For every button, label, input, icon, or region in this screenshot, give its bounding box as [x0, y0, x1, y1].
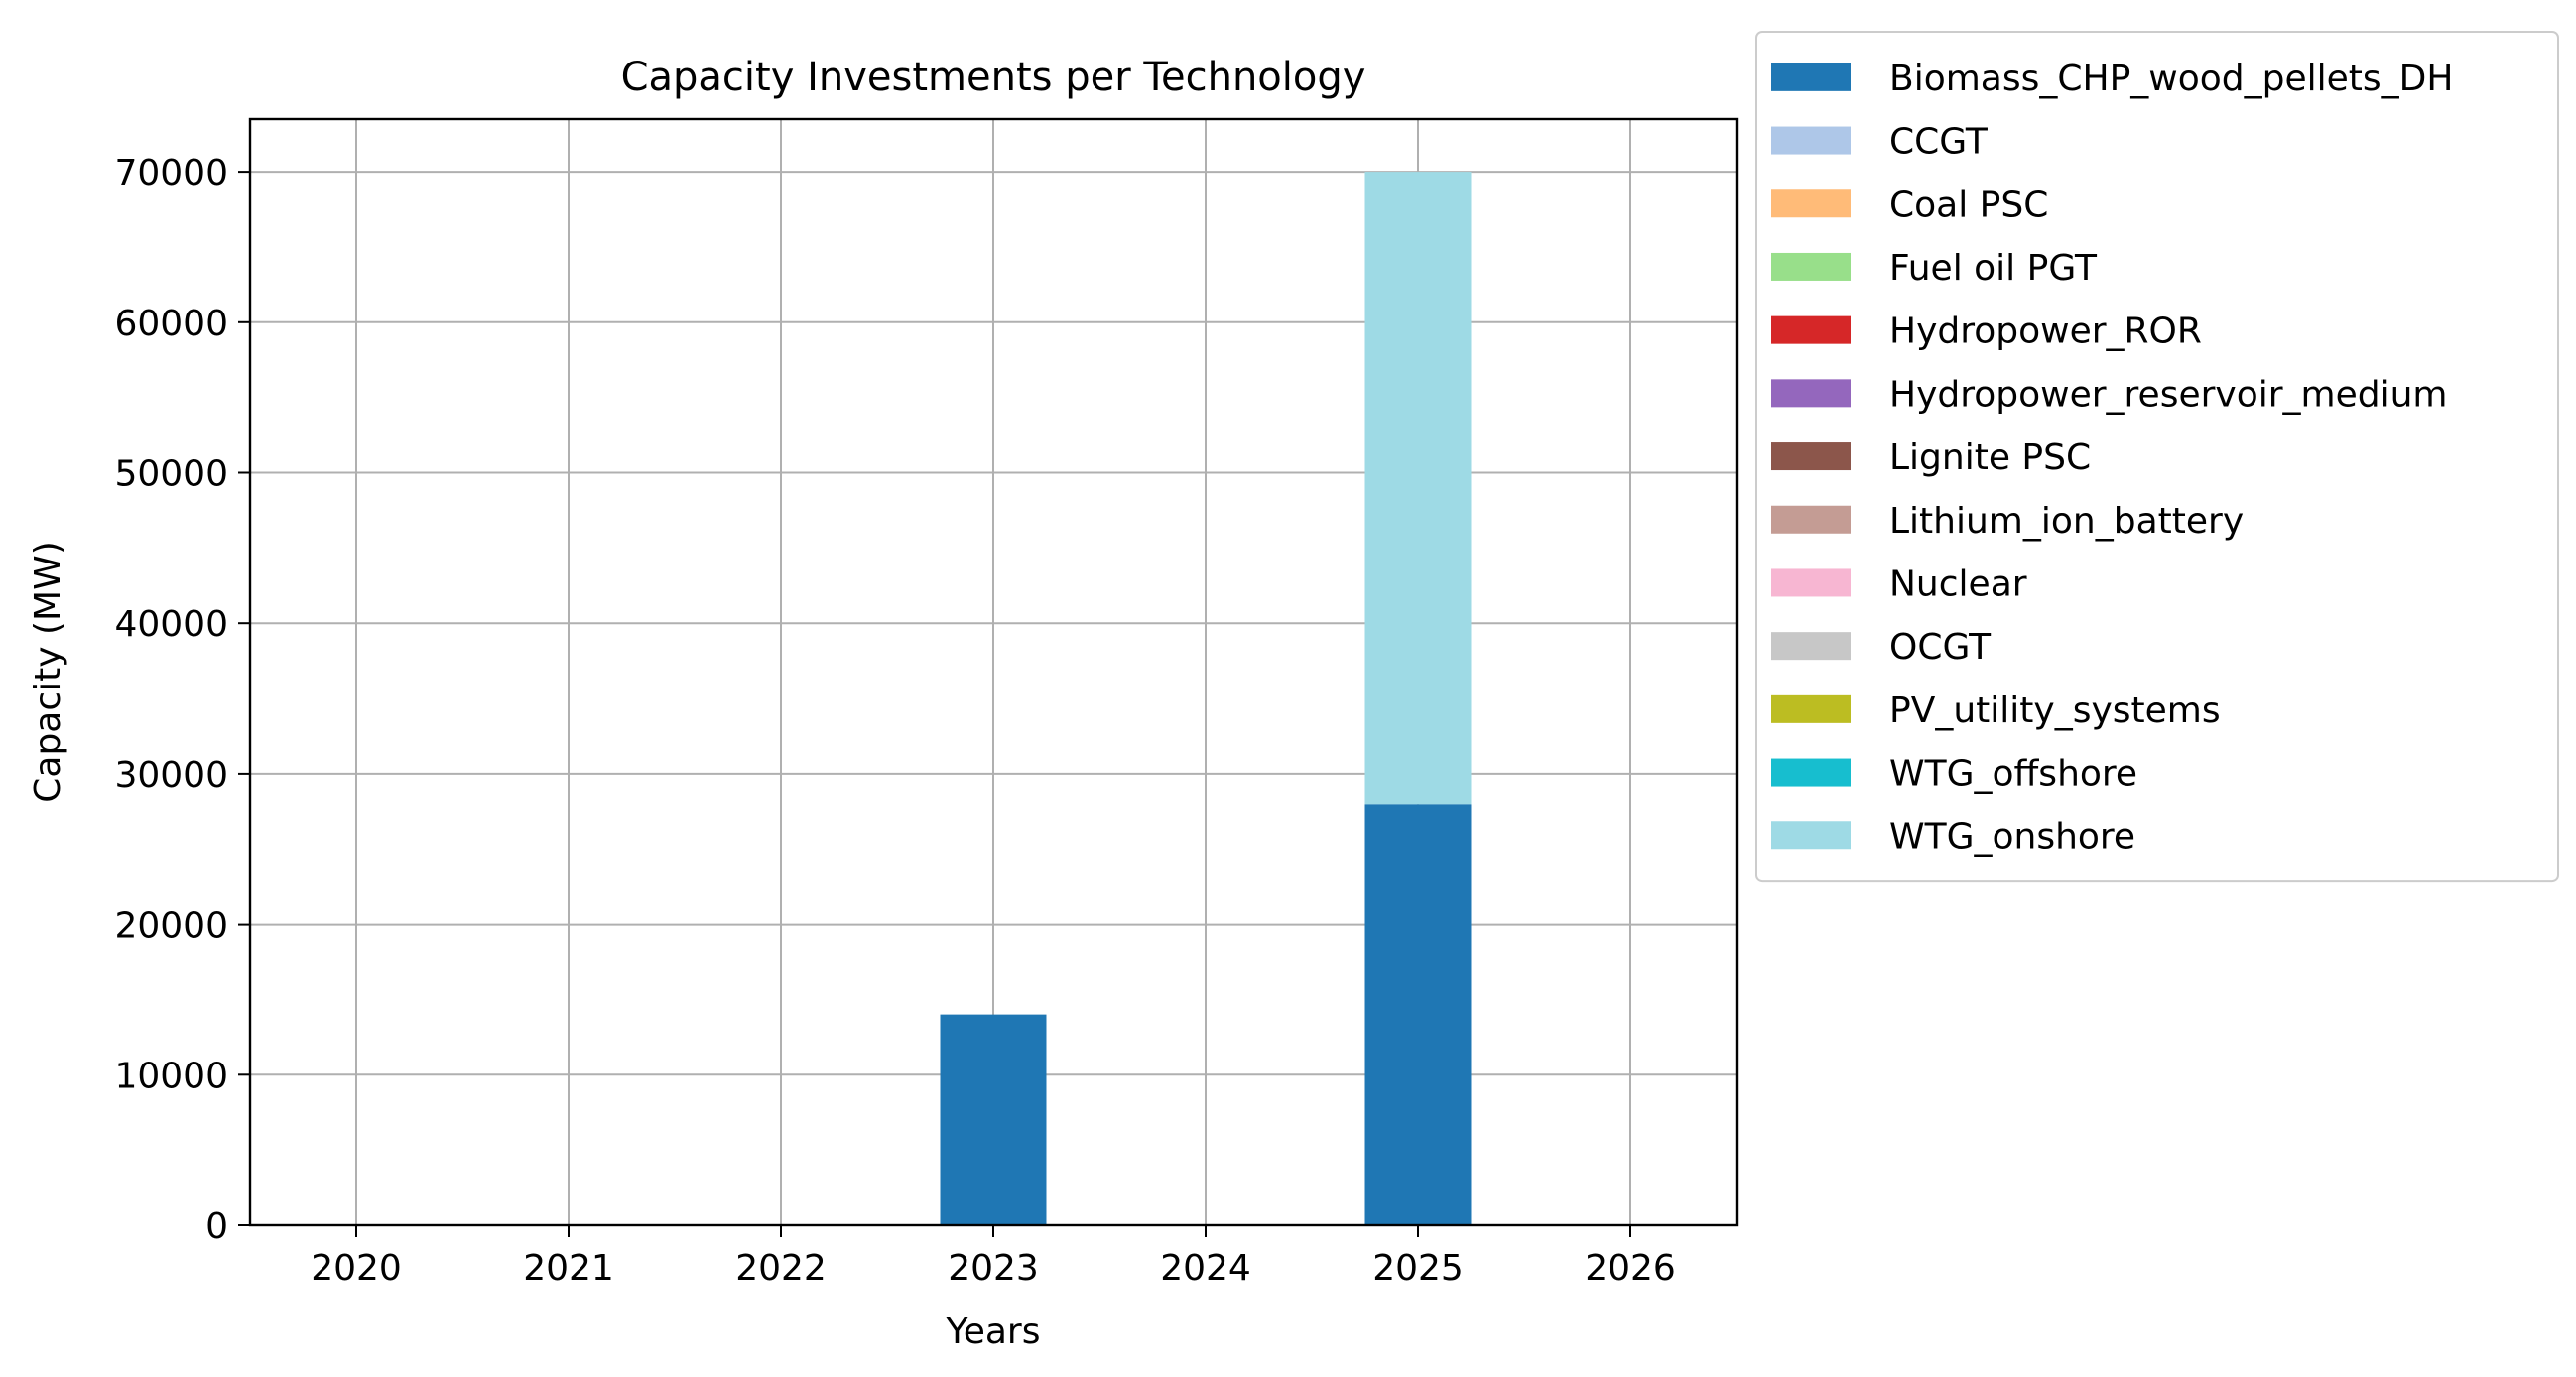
y-tick-label: 20000	[114, 906, 228, 946]
x-axis-label: Years	[946, 1312, 1041, 1352]
legend-label: Hydropower_ROR	[1889, 312, 2202, 352]
legend-label: PV_utility_systems	[1889, 690, 2221, 731]
bar-segment	[1364, 172, 1472, 805]
legend-label: CCGT	[1889, 122, 1989, 163]
legend-swatch	[1771, 189, 1851, 218]
y-tick-label: 0	[205, 1206, 228, 1247]
legend-frame	[1755, 31, 2559, 883]
y-tick-label: 60000	[114, 304, 228, 344]
legend-label: OCGT	[1889, 627, 1992, 668]
legend-label: Nuclear	[1889, 563, 2027, 604]
y-axis-label: Capacity (MW)	[28, 541, 68, 803]
legend-label: Hydropower_reservoir_medium	[1889, 374, 2447, 415]
legend-label: WTG_onshore	[1889, 816, 2135, 857]
x-tick-label: 2026	[1585, 1248, 1676, 1289]
x-tick-label: 2025	[1372, 1248, 1464, 1289]
legend-swatch	[1771, 694, 1851, 723]
legend-label: Coal PSC	[1889, 185, 2048, 225]
legend-label: Lithium_ion_battery	[1889, 501, 2244, 542]
bars-layer	[940, 172, 1472, 1225]
y-tick-label: 30000	[114, 755, 228, 796]
legend-label: Lignite PSC	[1889, 438, 2091, 478]
bar-segment	[1364, 804, 1472, 1225]
legend-swatch	[1771, 126, 1851, 155]
x-tick-label: 2022	[735, 1248, 827, 1289]
legend-swatch	[1771, 379, 1851, 408]
legend-swatch	[1771, 632, 1851, 661]
legend-swatch	[1771, 252, 1851, 281]
x-tick-label: 2020	[311, 1248, 402, 1289]
y-tick-label: 50000	[114, 453, 228, 494]
bar-segment	[940, 1014, 1047, 1225]
x-tick-label: 2024	[1160, 1248, 1251, 1289]
legend-label: Biomass_CHP_wood_pellets_DH	[1889, 59, 2453, 99]
ticks-layer: 2020 2021 2022 2023 2024 2025 2026 0 10000 20000 3…	[114, 153, 1675, 1289]
chart-title: Capacity Investments per Technology	[621, 55, 1366, 100]
legend-swatch	[1771, 315, 1851, 344]
x-tick-label: 2021	[523, 1248, 614, 1289]
legend-swatch	[1771, 568, 1851, 597]
legend-swatch	[1771, 63, 1851, 91]
legend: Biomass_CHP_wood_pellets_DH CCGT Coal PSC F…	[1755, 31, 2559, 883]
legend-label: Fuel oil PGT	[1889, 248, 2098, 289]
legend-swatch	[1771, 821, 1851, 850]
legend-swatch	[1771, 505, 1851, 534]
x-tick-label: 2023	[948, 1248, 1039, 1289]
legend-swatch	[1771, 758, 1851, 787]
legend-swatch	[1771, 442, 1851, 471]
y-tick-label: 70000	[114, 153, 228, 193]
legend-label: WTG_offshore	[1889, 754, 2137, 795]
y-tick-label: 10000	[114, 1056, 228, 1096]
y-tick-label: 40000	[114, 604, 228, 645]
